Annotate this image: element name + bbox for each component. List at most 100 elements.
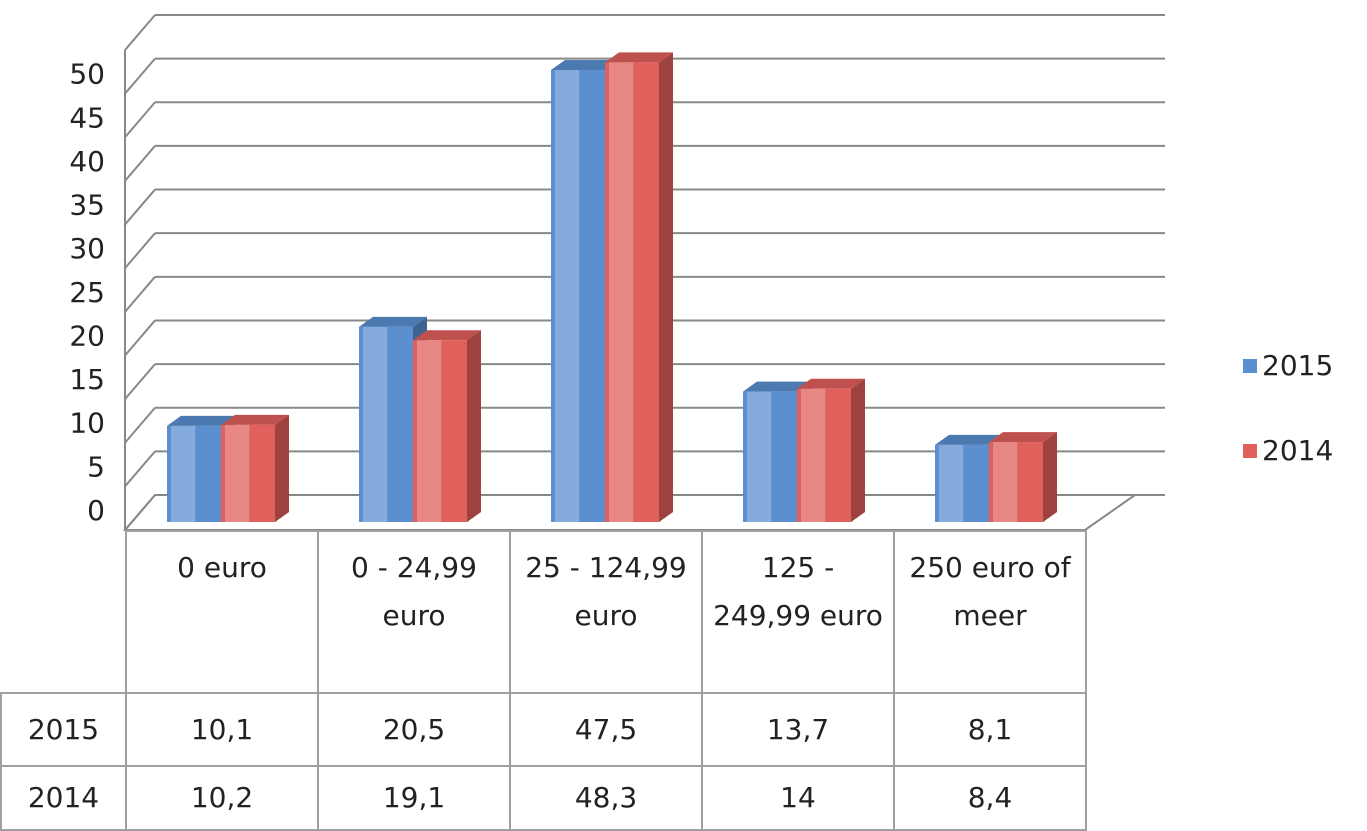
value-cell: 47,5 [509, 692, 703, 767]
bar [359, 326, 413, 522]
row-label: 2014 [0, 765, 127, 831]
bar-top [221, 414, 289, 425]
bar-top [797, 378, 865, 389]
side-top [124, 14, 156, 51]
grid-line-side [124, 319, 156, 357]
data-row: 2015 10,1 20,5 47,5 13,7 8,1 [0, 692, 1087, 767]
category-label: 125 - 249,99 euro [701, 530, 895, 694]
bar-highlight [225, 424, 250, 522]
corner-cell [1, 531, 127, 694]
grid-line-side [124, 101, 156, 138]
y-tick-label: 40 [69, 145, 105, 178]
value-cell: 8,1 [893, 692, 1087, 767]
category-label: 0 euro [125, 530, 319, 694]
bar-top-shade [743, 381, 811, 392]
y-tick-label: 25 [69, 276, 105, 309]
y-tick-label: 30 [69, 232, 105, 265]
value-cell: 19,1 [317, 765, 511, 831]
grid-line-side [124, 57, 156, 95]
value-cell: 48,3 [509, 765, 703, 831]
bar-top-shade [797, 378, 865, 389]
value-cell: 20,5 [317, 692, 511, 767]
data-row: 2014 10,2 19,1 48,3 14 8,4 [0, 765, 1087, 831]
bar-highlight [939, 444, 964, 522]
y-tick-label: 10 [69, 407, 105, 440]
header-row: 0 euro 0 - 24,99 euro 25 - 124,99 euro 125 … [1, 530, 1087, 694]
bar [221, 424, 275, 522]
y-tick-label: 20 [69, 319, 105, 352]
bar-side-shade [467, 330, 481, 522]
bar [989, 442, 1043, 522]
bar [935, 444, 989, 522]
bar-top [413, 330, 481, 341]
bar-top-shade [221, 414, 289, 425]
category-label: 0 - 24,99 euro [317, 530, 511, 694]
bar [551, 69, 605, 523]
bar-side-shade [851, 378, 865, 522]
bar-highlight [417, 340, 442, 522]
grid-line-side [124, 145, 156, 182]
bar-highlight [171, 425, 196, 522]
bar-highlight [993, 442, 1018, 522]
grid-line-side [124, 407, 156, 444]
bar-side-shade [659, 52, 673, 523]
grid-line-side [124, 232, 156, 269]
legend-swatch [1243, 444, 1257, 458]
y-tick-label: 15 [69, 363, 105, 396]
category-label: 250 euro of meer [893, 530, 1087, 694]
bar-highlight [363, 326, 388, 522]
bar-side [1043, 432, 1057, 522]
category-label: 25 - 124,99 euro [509, 530, 703, 694]
bar-top-shade [935, 434, 1003, 445]
bar-top-shade [413, 330, 481, 341]
bar [605, 62, 659, 523]
bar [413, 340, 467, 522]
data-table: 0 euro 0 - 24,99 euro 25 - 124,99 euro 125 … [0, 530, 1087, 831]
grid-line-side [124, 494, 156, 531]
bar-top [167, 415, 235, 426]
legend-swatch [1243, 359, 1257, 373]
bar-top [743, 381, 811, 392]
grid-line-side [124, 363, 156, 400]
y-tick-label: 45 [69, 101, 105, 134]
bar-top [605, 52, 673, 63]
grid-line-side [124, 450, 156, 488]
bar [743, 391, 797, 522]
bar-top [551, 59, 619, 70]
bar [797, 388, 851, 522]
bar-side [467, 330, 481, 522]
bar-side [275, 414, 289, 522]
y-tick-label: 50 [69, 58, 105, 91]
row-label: 2015 [0, 692, 127, 767]
value-cell: 13,7 [701, 692, 895, 767]
y-tick-label: 0 [87, 494, 105, 527]
bar-top [989, 432, 1057, 443]
value-cell: 10,2 [125, 765, 319, 831]
bar-top-shade [605, 52, 673, 63]
bar-top-shade [551, 59, 619, 70]
bar-top [935, 434, 1003, 445]
legend-label: 2015 [1262, 349, 1333, 382]
bar [167, 425, 221, 522]
bar-top-shade [359, 316, 427, 327]
bar-side [659, 52, 673, 523]
bar-side-shade [275, 414, 289, 522]
value-cell: 8,4 [893, 765, 1087, 831]
value-cell: 10,1 [125, 692, 319, 767]
grid-line-side [124, 276, 156, 313]
value-cell: 14 [701, 765, 895, 831]
y-tick-label: 5 [87, 450, 105, 483]
bar-highlight [801, 388, 826, 522]
bar-highlight [555, 69, 580, 523]
bar-top-shade [167, 415, 235, 426]
bar-highlight [747, 391, 772, 522]
grid-line-side [124, 188, 156, 226]
bar-side [851, 378, 865, 522]
bar-highlight [609, 62, 634, 523]
bar-top [359, 316, 427, 327]
bar-side-shade [1043, 432, 1057, 522]
y-tick-label: 35 [69, 189, 105, 222]
legend-label: 2014 [1262, 434, 1333, 467]
